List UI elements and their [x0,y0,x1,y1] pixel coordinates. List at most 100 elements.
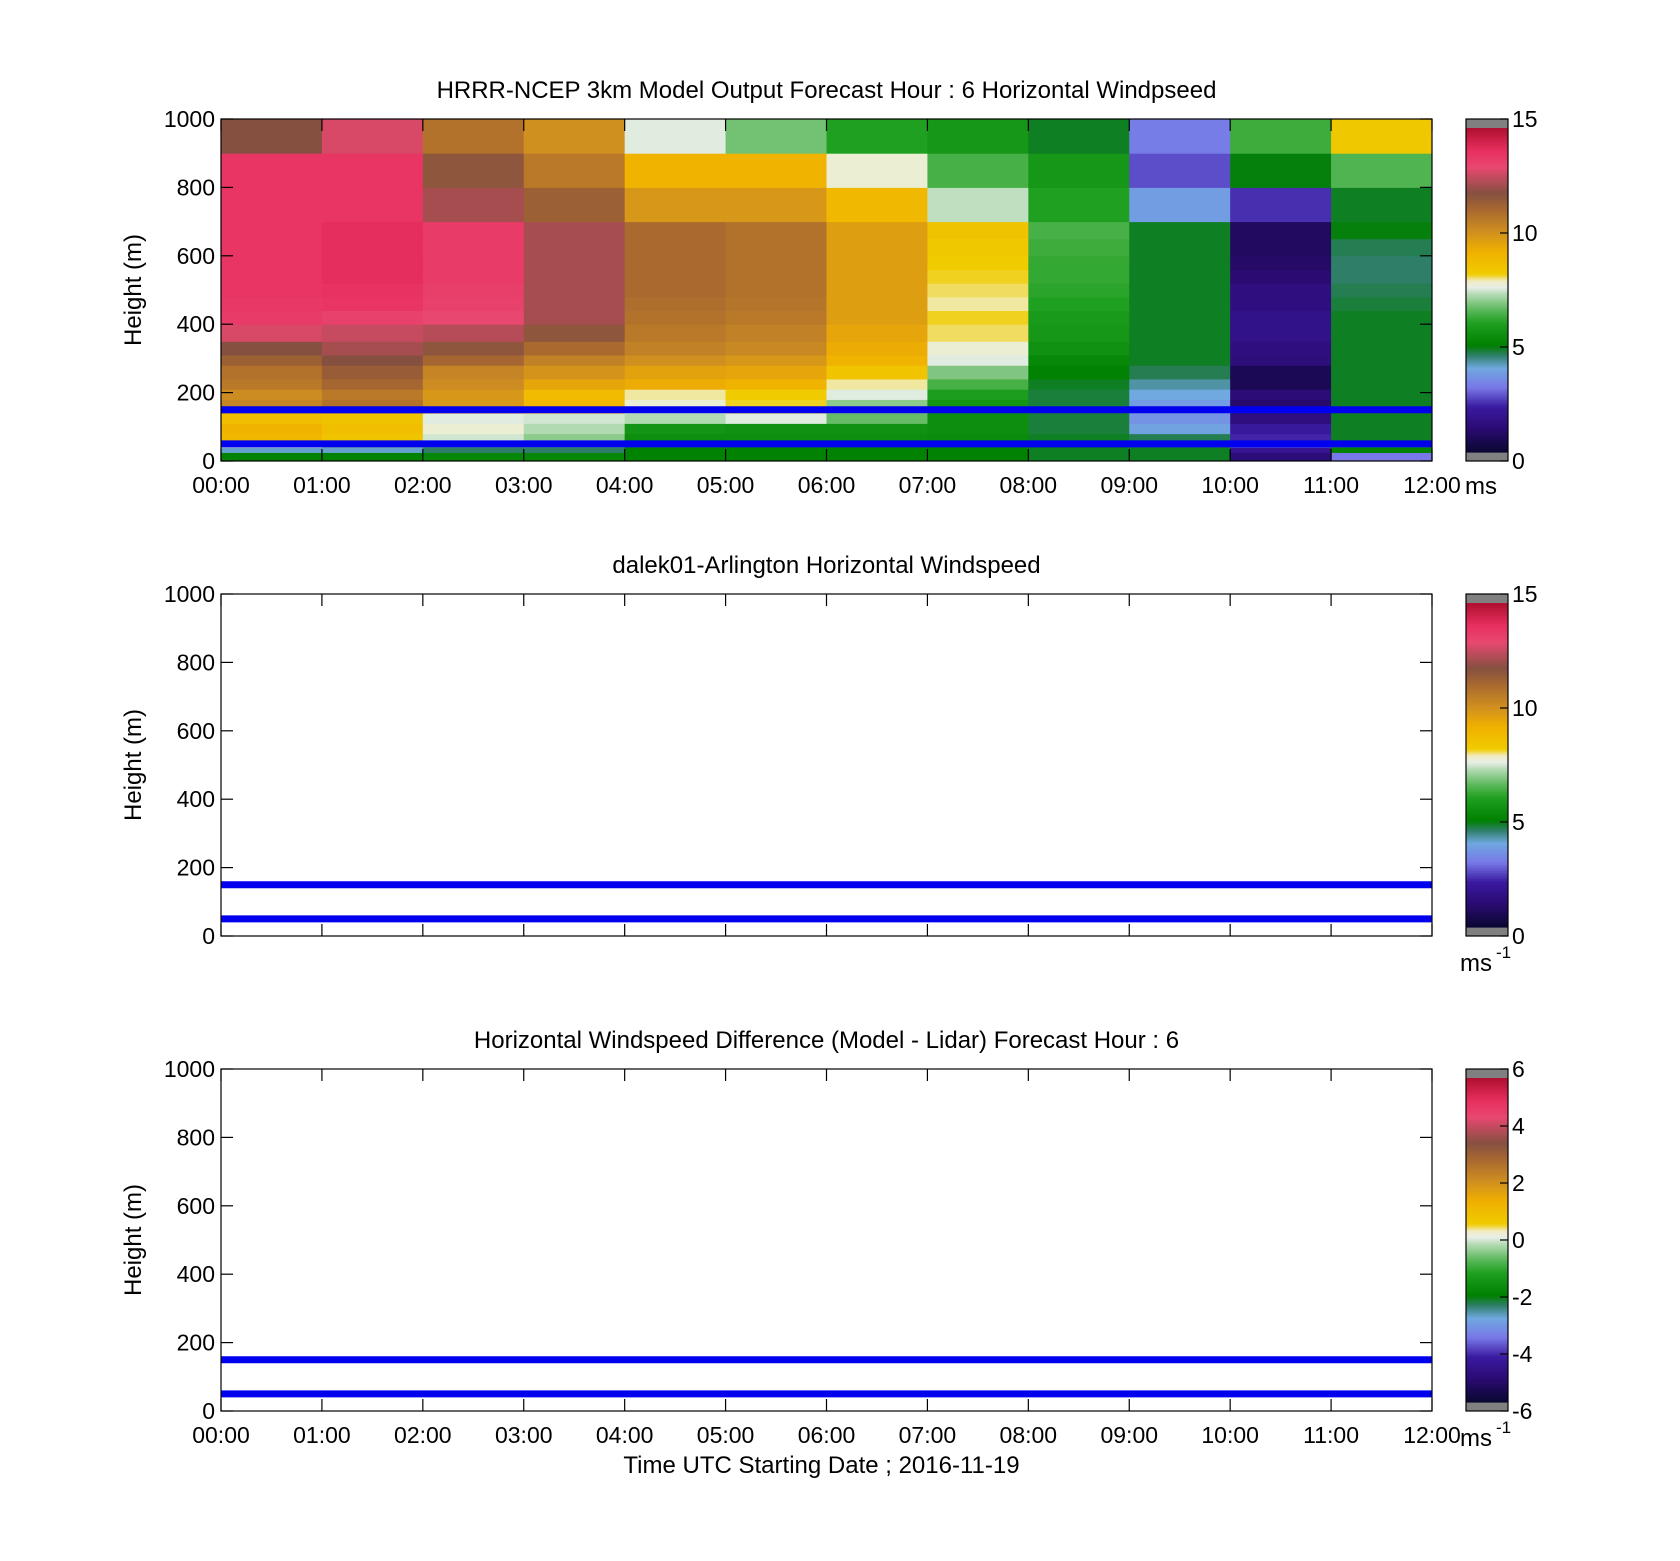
heatmap-cell [927,423,1029,435]
colorbar-swatch [1466,649,1508,653]
colorbar-swatch [1466,281,1508,285]
colorbar-swatch [1466,261,1508,265]
heatmap-cell [422,433,525,443]
heatmap-cell [927,310,1029,325]
heatmap-cell [321,341,424,356]
colorbar-swatch [1466,740,1508,744]
colorbar-swatch [1466,328,1508,332]
colorbar-swatch [1466,1296,1508,1300]
colorbar-swatch [1466,821,1508,825]
heatmap-cell [826,283,928,298]
heatmap-cell [1230,423,1332,435]
x-tick-label: 04:00 [596,472,654,498]
colorbar-cap-top [1466,594,1508,603]
colorbar-swatch [1466,718,1508,722]
colorbar-swatch [1466,823,1508,827]
colorbar-swatch [1466,344,1508,348]
colorbar-swatch [1466,366,1508,370]
colorbar-swatch [1466,142,1508,145]
colorbar-swatch [1466,686,1508,689]
colorbar-swatch [1466,140,1508,143]
colorbar-swatch [1466,1165,1508,1168]
colorbar-swatch [1466,1302,1508,1306]
colorbar-swatch [1466,894,1508,898]
heatmap-cell [624,413,727,424]
colorbar-swatch [1466,1290,1508,1294]
colorbar-swatch [1466,1335,1508,1338]
colorbar-swatch [1466,1118,1508,1122]
colorbar-swatch [1466,1106,1508,1109]
colorbar-swatch [1466,178,1508,182]
heatmap-cell [1129,341,1231,356]
heatmap-cell [725,378,827,390]
colorbar-swatch [1466,720,1508,724]
colorbar-swatch [1466,675,1508,679]
y-tick-label: 1000 [164,106,215,132]
colorbar-frame [1465,118,1509,462]
colorbar-swatch [1466,267,1508,271]
heatmap-cell [523,447,626,453]
colorbar-swatch [1466,1122,1508,1126]
heatmap-cell [221,413,323,424]
colorbar-swatch [1466,833,1508,837]
colorbar-swatch [1466,785,1508,788]
colorbar-swatch [1466,876,1508,879]
heatmap-cell [1331,310,1433,325]
colorbar-tick-label: -2 [1512,1284,1532,1310]
colorbar-swatch [1466,769,1508,772]
heatmap-cell [523,423,626,435]
heatmap-cell [927,238,1029,257]
colorbar-swatch [1466,407,1508,411]
colorbar-swatch [1466,387,1508,390]
colorbar-swatch [1466,874,1508,877]
colorbar-swatch [1466,1266,1508,1269]
colorbar-swatch [1466,245,1508,249]
heatmap-cell [422,423,525,435]
colorbar-swatch [1466,1385,1508,1389]
heatmap-cell [321,423,424,435]
heatmap-cell [826,341,928,356]
colorbar-swatch [1466,892,1508,896]
heatmap-cell [927,389,1029,400]
colorbar-swatch [1466,635,1508,639]
heatmap-cell [523,221,626,240]
colorbar-swatch [1466,164,1508,168]
heatmap-cell [1230,389,1332,400]
y-tick-label: 600 [177,718,215,744]
heatmap-cell [1331,389,1433,400]
heatmap-cell [1028,423,1130,435]
heatmap-cell [221,365,323,380]
colorbar-swatch [1466,425,1508,429]
colorbar-swatch [1466,134,1508,137]
colorbar-swatch [1466,1345,1508,1348]
colorbar-swatch [1466,679,1508,683]
heatmap-cell [321,354,424,366]
colorbar-swatch [1466,611,1508,614]
colorbar-swatch [1466,1294,1508,1298]
heatmap-cell [1331,378,1433,390]
colorbar-swatch [1466,225,1508,228]
heatmap-cell [321,447,424,453]
x-tick-label: 03:00 [495,1422,553,1448]
x-tick-label: 08:00 [1000,472,1058,498]
colorbar-swatch [1466,789,1508,792]
colorbar-tick-label: 15 [1512,581,1538,607]
colorbar-swatch [1466,1399,1508,1403]
colorbar-swatch [1466,1231,1508,1235]
colorbar-swatch [1466,748,1508,752]
y-tick-label: 200 [177,855,215,881]
colorbar-swatch [1466,708,1508,711]
colorbar-swatch [1466,848,1508,851]
heatmap-cell [725,255,827,270]
heatmap-cell [1230,296,1332,312]
colorbar-unit: ms [1460,950,1492,977]
colorbar-swatch [1466,1377,1508,1381]
colorbar-swatch [1466,294,1508,297]
colorbar-swatch [1466,671,1508,675]
colorbar-swatch [1466,607,1508,610]
colorbar-swatch [1466,204,1508,208]
colorbar-swatch [1466,1381,1508,1385]
colorbar-swatch [1466,156,1508,159]
colorbar-swatch [1466,712,1508,715]
heatmap-cell [624,153,727,188]
